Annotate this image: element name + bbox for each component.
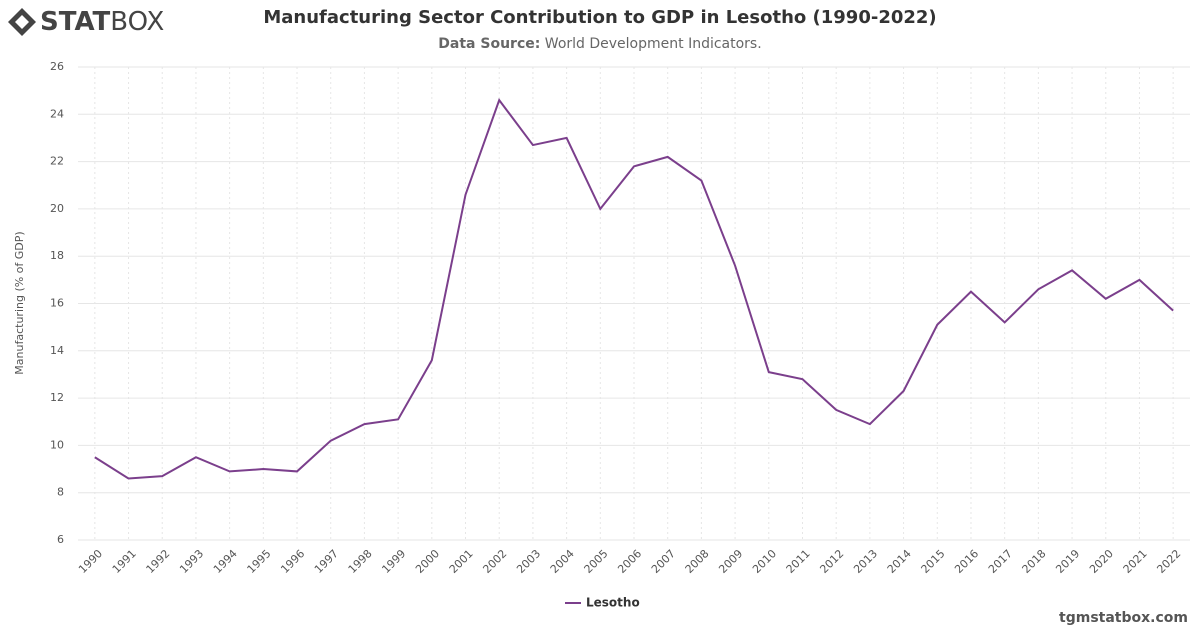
- x-tick-label: 1998: [346, 547, 375, 576]
- logo: STATBOX: [8, 7, 164, 37]
- legend-label: Lesotho: [586, 596, 640, 610]
- y-tick-label: 6: [57, 533, 64, 546]
- x-tick-label: 2015: [919, 547, 948, 576]
- logo-icon-inner: [15, 15, 29, 29]
- logo-text: STATBOX: [40, 7, 164, 37]
- y-tick-label: 16: [50, 297, 64, 310]
- x-tick-label: 2021: [1121, 547, 1150, 576]
- x-tick-label: 2001: [447, 547, 476, 576]
- x-tick-label: 1992: [143, 547, 172, 576]
- line: [94, 98, 1174, 480]
- x-tick-label: 2006: [615, 547, 644, 576]
- y-tick-label: 20: [50, 202, 64, 215]
- x-tick-label: 1999: [379, 547, 408, 576]
- y-tick-label: 14: [50, 344, 64, 357]
- logo-bold: STAT: [40, 7, 111, 37]
- x-tick-label: 1997: [312, 547, 341, 576]
- x-tick-label: 2003: [514, 547, 543, 576]
- x-tick-label: 2012: [817, 547, 846, 576]
- y-tick-label: 10: [50, 438, 64, 451]
- x-tick-label: 2017: [986, 547, 1015, 576]
- subtitle-label: Data Source:: [438, 36, 540, 52]
- x-tick-label: 2011: [784, 547, 813, 576]
- x-tick-label: 2022: [1154, 547, 1183, 576]
- x-tick-label: 1994: [211, 547, 240, 576]
- x-tick-label: 2000: [413, 547, 442, 576]
- chart-subtitle: Data Source: World Development Indicator…: [438, 36, 761, 52]
- x-tick-label: 2019: [1053, 547, 1082, 576]
- x-tick-label: 1996: [278, 547, 307, 576]
- x-tick-label: 1993: [177, 547, 206, 576]
- x-tick-label: 2020: [1087, 547, 1116, 576]
- y-tick-label: 24: [50, 107, 64, 120]
- x-tick-label: 2005: [582, 547, 611, 576]
- y-axis-label: Manufacturing (% of GDP): [13, 231, 26, 374]
- chart-title: Manufacturing Sector Contribution to GDP…: [263, 7, 936, 28]
- y-tick-label: 8: [57, 486, 64, 499]
- x-tick-label: 2007: [649, 547, 678, 576]
- x-tick-label: 1990: [76, 547, 105, 576]
- x-tick-label: 2010: [750, 547, 779, 576]
- logo-light: BOX: [110, 7, 164, 37]
- x-tick-label: 2004: [548, 547, 577, 576]
- y-tick-label: 26: [50, 60, 64, 73]
- y-tick-label: 22: [50, 155, 64, 168]
- y-tick-label: 12: [50, 391, 64, 404]
- x-tick-label: 2016: [952, 547, 981, 576]
- y-tick-label: 18: [50, 249, 64, 262]
- x-tick-label: 2014: [885, 547, 914, 576]
- x-tick-label: 2018: [1020, 547, 1049, 576]
- watermark: tgmstatbox.com: [1059, 610, 1188, 626]
- x-tick-label: 2008: [683, 547, 712, 576]
- x-tick-label: 1991: [110, 547, 139, 576]
- x-tick-label: 2013: [851, 547, 880, 576]
- subtitle-text: World Development Indicators.: [545, 36, 762, 52]
- x-tick-label: 1995: [245, 547, 274, 576]
- x-tick-label: 2009: [716, 547, 745, 576]
- x-tick-label: 2002: [480, 547, 509, 576]
